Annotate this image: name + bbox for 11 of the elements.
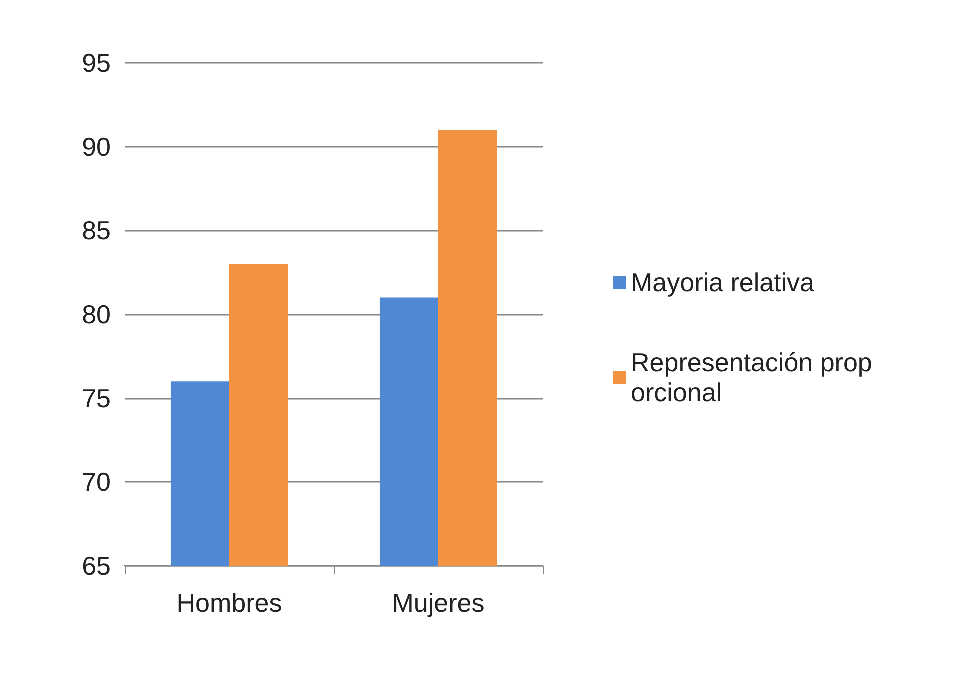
x-tick-label: Mujeres	[392, 588, 485, 618]
y-tick-label: 85	[82, 216, 111, 246]
y-tick-label: 75	[82, 383, 111, 414]
y-tick-label: 70	[82, 467, 111, 498]
y-tick-label: 80	[82, 300, 111, 330]
legend-label: Representación proporcional	[631, 348, 872, 408]
y-tick-label: 65	[82, 551, 111, 581]
x-tick-label: Hombres	[176, 588, 282, 618]
y-tick-label: 90	[82, 132, 111, 162]
y-tick-label: 95	[82, 48, 111, 78]
legend-label: Mayoria relativa	[631, 268, 816, 298]
